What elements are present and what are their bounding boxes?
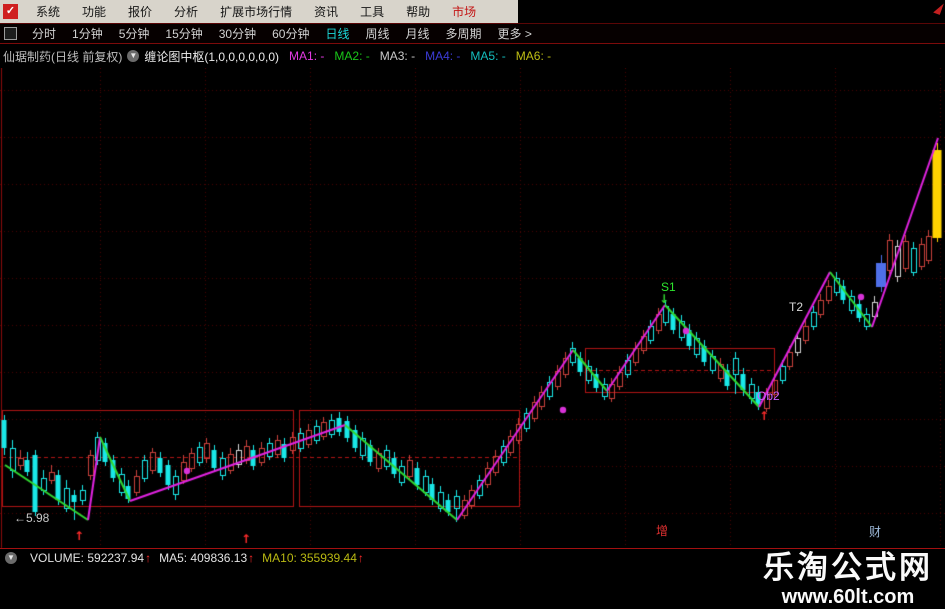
corner-mark-icon xyxy=(933,1,944,15)
ma5-up-arrow-icon: ↑ xyxy=(248,551,255,565)
ma-legend-ma5: MA5: - xyxy=(470,49,506,63)
period-bar: 分时 1分钟 5分钟 15分钟 30分钟 60分钟 日线 周线 月线 多周期 更多 > xyxy=(0,23,945,44)
period-tab-day[interactable]: 日线 xyxy=(325,27,350,41)
menu-bar-inner: ✓ 系统 功能 报价 分析 扩展市场行情 资讯 工具 帮助 市场 xyxy=(0,0,518,23)
menu-item-analysis[interactable]: 分析 xyxy=(174,5,199,19)
ma-legend-ma2: MA2: - xyxy=(334,49,370,63)
period-tab-multi[interactable]: 多周期 xyxy=(445,27,482,41)
menu-item-quote[interactable]: 报价 xyxy=(128,5,153,19)
watermark: 乐淘公式网 www.60lt.com xyxy=(763,550,933,608)
period-tab-60min[interactable]: 60分钟 xyxy=(272,27,310,41)
menu-bar: ✓ 系统 功能 报价 分析 扩展市场行情 资讯 工具 帮助 市场 xyxy=(0,0,945,23)
chart-annotation-t2: T2 xyxy=(789,300,804,314)
chart-annotation-low-price: ←5.98 xyxy=(14,511,50,525)
period-tab-5min[interactable]: 5分钟 xyxy=(118,27,150,41)
period-tab-fenshi[interactable]: 分时 xyxy=(32,27,57,41)
volume-up-arrow-icon: ↑ xyxy=(145,551,152,565)
stock-name: 仙琚制药(日线 前复权) xyxy=(3,49,123,64)
chart-annotation-marquee-zeng: 增 xyxy=(656,524,669,538)
menu-item-tools[interactable]: 工具 xyxy=(360,5,385,19)
chart-annotation-ob2: Ob2 xyxy=(757,389,780,403)
period-tab-week[interactable]: 周线 xyxy=(365,27,390,41)
main-chart-canvas[interactable] xyxy=(0,68,945,549)
menu-items: 系统 功能 报价 分析 扩展市场行情 资讯 工具 帮助 市场 xyxy=(25,3,487,20)
menu-item-news[interactable]: 资讯 xyxy=(314,5,339,19)
menu-item-function[interactable]: 功能 xyxy=(82,5,107,19)
ma5-value: MA5: 409836.13 xyxy=(159,551,248,565)
ma-legend-ma3: MA3: - xyxy=(379,49,416,63)
menu-item-ext-market[interactable]: 扩展市场行情 xyxy=(220,5,293,19)
volume-value: VOLUME: 592237.94 xyxy=(30,551,145,565)
period-tab-more[interactable]: 更多 > xyxy=(497,27,532,41)
chart-annotation-marquee-cai: 财 xyxy=(869,525,882,539)
indicator-name: 缠论图中枢(1,0,0,0,0,0,0) xyxy=(144,49,280,64)
period-tab-30min[interactable]: 30分钟 xyxy=(218,27,257,41)
ma-legend-ma4: MA4: - xyxy=(425,49,461,63)
layout-icon[interactable] xyxy=(4,27,17,40)
chart-annotation-s1: S1 xyxy=(661,280,676,294)
app-logo-icon: ✓ xyxy=(3,4,18,19)
period-tab-15min[interactable]: 15分钟 xyxy=(165,27,203,41)
info-bar: 仙琚制药(日线 前复权) ▼ 缠论图中枢(1,0,0,0,0,0,0) MA1:… xyxy=(0,45,945,67)
period-tab-1min[interactable]: 1分钟 xyxy=(72,27,103,41)
menu-item-help[interactable]: 帮助 xyxy=(406,5,431,19)
watermark-title: 乐淘公式网 xyxy=(763,550,933,585)
indicator-toggle-icon[interactable]: ▼ xyxy=(127,50,140,62)
volume-toggle-icon[interactable]: ▼ xyxy=(5,552,17,564)
ma-legend-ma6: MA6: - xyxy=(515,49,552,63)
period-items: 分时 1分钟 5分钟 15分钟 30分钟 60分钟 日线 周线 月线 多周期 更多 > xyxy=(24,25,540,42)
ma-legend-ma1: MA1: - xyxy=(289,49,325,63)
period-tab-month[interactable]: 月线 xyxy=(405,27,430,41)
ma-legend: MA1: - MA2: - MA3: - MA4: - MA5: - MA6: - xyxy=(279,49,551,63)
ma10-up-arrow-icon: ↑ xyxy=(357,551,364,565)
ma10-value: MA10: 355939.44 xyxy=(262,551,357,565)
watermark-url: www.60lt.com xyxy=(781,586,915,608)
menu-item-market[interactable]: 市场 xyxy=(452,5,477,19)
volume-bar: ▼ VOLUME: 592237.94 ↑ MA5: 409836.13 ↑ M… xyxy=(0,548,945,567)
menu-item-system[interactable]: 系统 xyxy=(36,5,61,19)
